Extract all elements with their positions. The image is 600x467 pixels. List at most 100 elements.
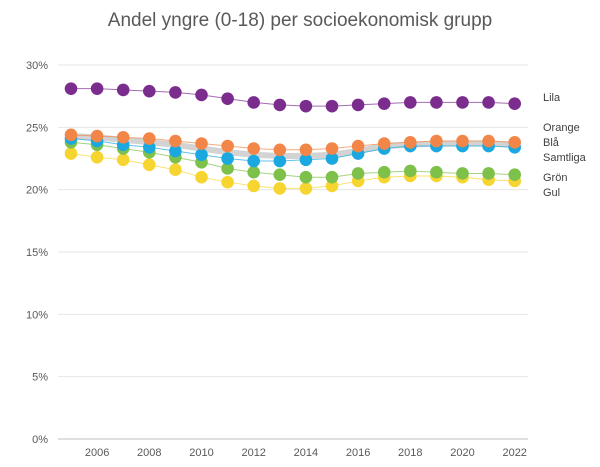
data-point <box>404 164 417 178</box>
x-tick-label: 2006 <box>85 447 109 459</box>
data-point <box>456 167 469 180</box>
series-line <box>71 88 515 107</box>
data-point <box>169 86 182 99</box>
data-point <box>273 143 287 157</box>
data-point <box>482 167 495 180</box>
data-point <box>143 84 156 98</box>
data-point <box>273 168 287 182</box>
data-point <box>195 137 208 150</box>
data-point <box>377 97 391 110</box>
data-point <box>90 129 104 143</box>
data-point <box>273 182 287 195</box>
data-point <box>221 152 234 165</box>
data-point <box>325 179 339 193</box>
chart-title: Andel yngre (0-18) per socioekonomisk gr… <box>107 10 493 31</box>
x-tick-label: 2014 <box>294 447 318 459</box>
data-point <box>247 179 260 193</box>
data-point <box>508 168 521 182</box>
data-point <box>90 150 104 164</box>
data-point <box>143 140 156 154</box>
data-point <box>195 170 208 184</box>
data-point <box>299 99 313 113</box>
data-point <box>351 98 365 112</box>
data-point <box>508 97 521 110</box>
data-point <box>273 154 287 168</box>
data-point <box>169 144 182 158</box>
data-point <box>90 82 104 95</box>
series-label: Lila <box>543 92 561 104</box>
x-tick-label: 2008 <box>137 447 161 459</box>
data-point <box>195 88 208 102</box>
data-point <box>377 137 391 150</box>
data-point <box>64 147 78 160</box>
series-line <box>70 141 515 178</box>
series-label: Orange <box>543 122 580 134</box>
data-point <box>195 148 208 162</box>
data-point <box>273 98 287 112</box>
data-point <box>508 135 521 149</box>
data-point <box>482 134 495 148</box>
gridlines <box>58 64 528 440</box>
data-point <box>430 134 443 148</box>
series-lila <box>64 82 521 113</box>
x-axis-ticks: 2006 2008 2010 2012 2014 2016 2018 2020 2022 <box>85 447 527 459</box>
series-label: Grön <box>543 172 567 184</box>
data-point <box>325 142 339 155</box>
data-point <box>325 152 339 165</box>
data-point <box>221 175 234 189</box>
series-label: Gul <box>543 187 560 199</box>
data-point <box>456 96 469 109</box>
data-point <box>221 92 234 105</box>
data-point <box>325 170 339 184</box>
x-tick-label: 2012 <box>241 447 265 459</box>
data-point <box>247 142 260 155</box>
y-tick-label: 20% <box>26 185 48 197</box>
data-point <box>299 143 313 157</box>
data-point <box>482 96 495 109</box>
y-tick-label: 25% <box>26 122 48 134</box>
x-tick-label: 2022 <box>502 447 526 459</box>
data-point <box>116 131 130 144</box>
data-point <box>404 96 417 109</box>
series-label: Samtliga <box>543 152 587 164</box>
y-tick-label: 0% <box>32 434 48 446</box>
data-point <box>351 139 365 153</box>
data-point <box>325 99 339 113</box>
data-point <box>299 170 313 184</box>
series-label: Blå <box>543 137 560 149</box>
data-point <box>247 165 260 179</box>
data-point <box>299 153 313 167</box>
data-point <box>299 182 313 195</box>
data-point <box>116 153 130 167</box>
x-tick-label: 2016 <box>346 447 370 459</box>
data-point <box>64 128 78 142</box>
series-group <box>64 82 521 195</box>
series-labels: Lila Orange Blå Samtliga Grön Gul <box>543 92 587 199</box>
data-point <box>430 165 443 179</box>
data-point <box>221 139 234 153</box>
data-point <box>247 96 260 109</box>
y-tick-label: 15% <box>26 247 48 259</box>
data-point <box>143 158 156 172</box>
y-tick-label: 10% <box>26 309 48 321</box>
data-point <box>404 135 417 149</box>
data-point <box>247 154 260 168</box>
data-point <box>116 83 130 97</box>
x-tick-label: 2018 <box>398 447 422 459</box>
series-orange <box>64 128 521 157</box>
data-point <box>169 163 182 177</box>
data-point <box>169 134 182 148</box>
data-point <box>430 96 443 109</box>
data-point <box>221 162 234 175</box>
data-point <box>64 82 78 95</box>
data-point <box>377 165 391 179</box>
y-tick-label: 5% <box>32 372 48 384</box>
data-point <box>143 132 156 145</box>
data-point <box>351 167 365 180</box>
y-axis-ticks: 0% 5% 10% 15% 20% 25% 30% <box>26 60 48 446</box>
x-tick-label: 2010 <box>189 447 213 459</box>
y-tick-label: 30% <box>26 60 48 72</box>
data-point <box>456 134 469 148</box>
x-tick-label: 2020 <box>450 447 474 459</box>
